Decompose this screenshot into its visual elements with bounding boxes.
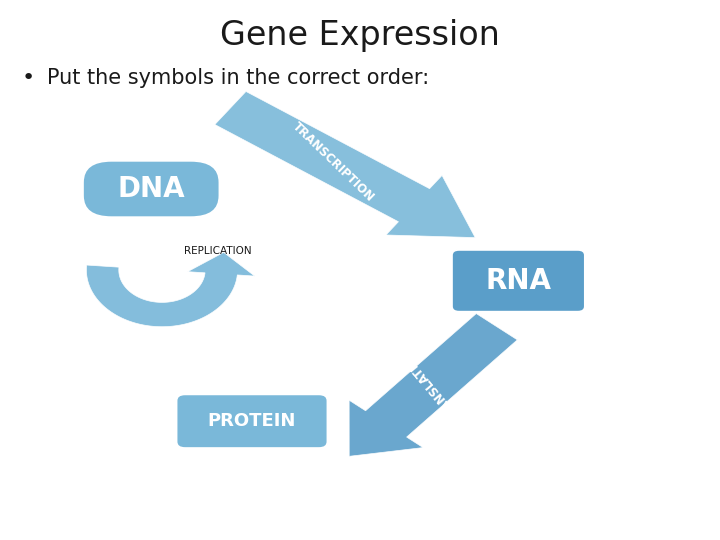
Polygon shape (86, 252, 255, 327)
Text: RNA: RNA (485, 267, 552, 295)
Text: REPLICATION: REPLICATION (184, 246, 251, 256)
FancyBboxPatch shape (176, 394, 328, 448)
FancyBboxPatch shape (452, 249, 585, 312)
Text: TRANSLATION: TRANSLATION (395, 345, 465, 425)
Polygon shape (215, 91, 475, 238)
Text: Gene Expression: Gene Expression (220, 19, 500, 52)
Text: TRANSCRIPTION: TRANSCRIPTION (289, 120, 377, 205)
Text: Put the symbols in the correct order:: Put the symbols in the correct order: (47, 68, 429, 89)
Polygon shape (349, 314, 518, 456)
Text: PROTEIN: PROTEIN (208, 412, 296, 430)
Text: DNA: DNA (117, 175, 185, 203)
FancyBboxPatch shape (83, 161, 220, 217)
Text: •: • (22, 68, 35, 89)
